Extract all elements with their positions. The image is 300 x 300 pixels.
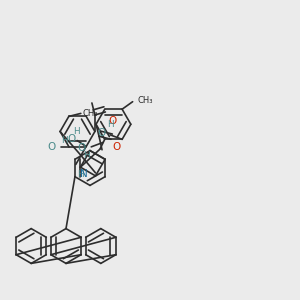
Text: O: O [98,128,106,138]
Text: O: O [77,143,85,153]
Text: CH₃: CH₃ [82,109,98,118]
Text: H: H [83,151,90,160]
Text: CH₃: CH₃ [137,96,153,105]
Text: O: O [47,142,55,152]
Text: O: O [68,134,76,144]
Text: O: O [112,142,121,152]
Text: N: N [80,169,88,179]
Text: H: H [107,120,113,129]
Text: O: O [108,116,117,127]
Text: H: H [61,136,67,145]
Text: H: H [77,170,83,179]
Text: H: H [74,127,80,136]
